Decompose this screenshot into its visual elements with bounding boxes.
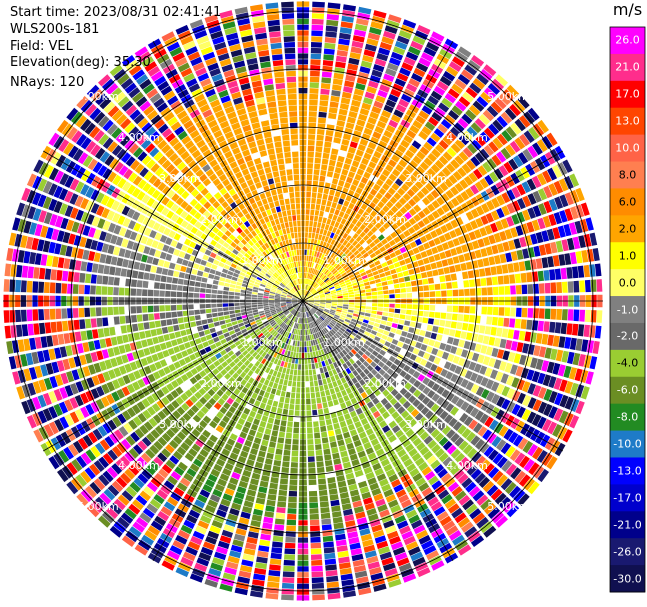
nrays-text: NRays: 120 [10, 75, 85, 91]
colorbar-tick-label: -10.0 [613, 437, 642, 451]
colorbar-tick-label: -26.0 [613, 545, 642, 559]
range-ring-label: 5.00km [77, 90, 119, 103]
scan-info: Start time: 2023/08/31 02:41:41 WLS200s-… [10, 5, 221, 92]
azimuth-spokes [3, 1, 603, 601]
start-time-text: Start time: 2023/08/31 02:41:41 [10, 5, 222, 20]
colorbar-tick-label: -2.0 [616, 329, 639, 343]
range-ring-label: 4.00km [446, 131, 488, 144]
range-ring-label: 1.00km [323, 254, 365, 267]
range-ring-labels: 1.00km 1.00km 1.00km 1.00km 2.00km 2.00km 2.00… [77, 90, 529, 513]
colorbar-swatch [610, 322, 645, 351]
colorbar-tick-label: -8.0 [616, 410, 639, 424]
colorbar-tick-label: -17.0 [613, 491, 642, 505]
colorbar-swatch [610, 511, 645, 539]
colorbar-swatch [610, 484, 645, 512]
colorbar-swatch [610, 53, 645, 82]
colorbar-tick-label: 1.0 [618, 249, 637, 263]
range-ring-label: 5.00km [487, 500, 529, 513]
colorbar-swatch [610, 538, 645, 566]
radar-gates [3, 1, 603, 601]
colorbar-swatch [610, 107, 645, 136]
colorbar-tick-label: -1.0 [616, 303, 639, 316]
colorbar-tick-label: 8.0 [618, 168, 637, 182]
colorbar-tick-label: 0.0 [618, 276, 637, 290]
azimuth-spoke [152, 40, 304, 302]
colorbar-tick-label: -4.0 [616, 356, 639, 370]
colorbar-swatch [610, 565, 645, 593]
colorbar-tick-label: 26.0 [615, 33, 640, 47]
azimuth-spoke [42, 150, 304, 302]
gate-group [43, 13, 586, 558]
colorbar-tick-label: 17.0 [615, 87, 640, 101]
range-ring-label: 4.00km [446, 459, 488, 472]
colorbar-swatch [610, 430, 645, 458]
colorbar-tick-label: 6.0 [618, 195, 637, 209]
colorbar-swatch [610, 215, 645, 243]
colorbar-swatch [610, 134, 645, 163]
range-ring-label: 3.00km [159, 172, 201, 185]
range-ring-label: 2.00km [200, 377, 242, 390]
colorbar-swatch [610, 161, 645, 189]
azimuth-spoke [302, 300, 454, 562]
elevation-text: Elevation(deg): 35.30 [10, 55, 151, 71]
colorbar-tick-label: 21.0 [615, 60, 640, 74]
range-ring-label: 1.00km [241, 336, 283, 349]
range-ring-label: 3.00km [405, 172, 447, 185]
colorbar-tick-label: -21.0 [613, 518, 642, 532]
range-ring-label: 2.00km [364, 213, 406, 226]
colorbar-swatch [610, 403, 645, 432]
colorbar-swatch [610, 27, 645, 55]
colorbar-swatch [610, 296, 645, 324]
azimuth-spoke [42, 300, 304, 452]
colorbar-tick-label: -30.0 [613, 572, 642, 586]
field-text: Field: VEL [10, 38, 73, 54]
azimuth-spoke [302, 300, 564, 452]
range-ring-label: 1.00km [241, 254, 283, 267]
colorbar-swatch [610, 80, 645, 109]
colorbar-tick-label: -13.0 [613, 464, 642, 478]
instrument-name: WLS200s-181 [10, 21, 100, 37]
colorbar-swatch [610, 457, 645, 485]
range-ring-label: 3.00km [159, 418, 201, 431]
range-ring-label: 3.00km [405, 418, 447, 431]
range-ring-label: 2.00km [364, 377, 406, 390]
colorbar-tick-label: 2.0 [618, 222, 637, 236]
range-ring-label: 1.00km [323, 336, 365, 349]
range-ring-label: 4.00km [118, 459, 160, 472]
colorbar-swatch [610, 242, 645, 270]
range-ring-label: 5.00km [487, 90, 529, 103]
colorbar-swatch [610, 349, 645, 378]
colorbar [609, 26, 646, 593]
colorbar-swatch [610, 269, 645, 297]
range-ring-label: 5.00km [77, 500, 119, 513]
azimuth-spoke [302, 150, 564, 302]
colorbar-tick-label: 13.0 [615, 114, 640, 128]
colorbar-tick-label: 10.0 [615, 141, 640, 155]
colorbar-unit-label: m/s [612, 0, 643, 19]
range-ring-label: 4.00km [118, 131, 160, 144]
gate-group [6, 19, 597, 561]
colorbar-swatch [610, 376, 645, 405]
colorbar-swatch [610, 188, 645, 216]
colorbar-frame [609, 26, 646, 593]
colorbar-tick-label: -6.0 [616, 383, 639, 397]
azimuth-spoke [152, 300, 304, 562]
range-ring-label: 2.00km [200, 213, 242, 226]
azimuth-spoke [302, 40, 454, 302]
gate-group [8, 1, 592, 588]
